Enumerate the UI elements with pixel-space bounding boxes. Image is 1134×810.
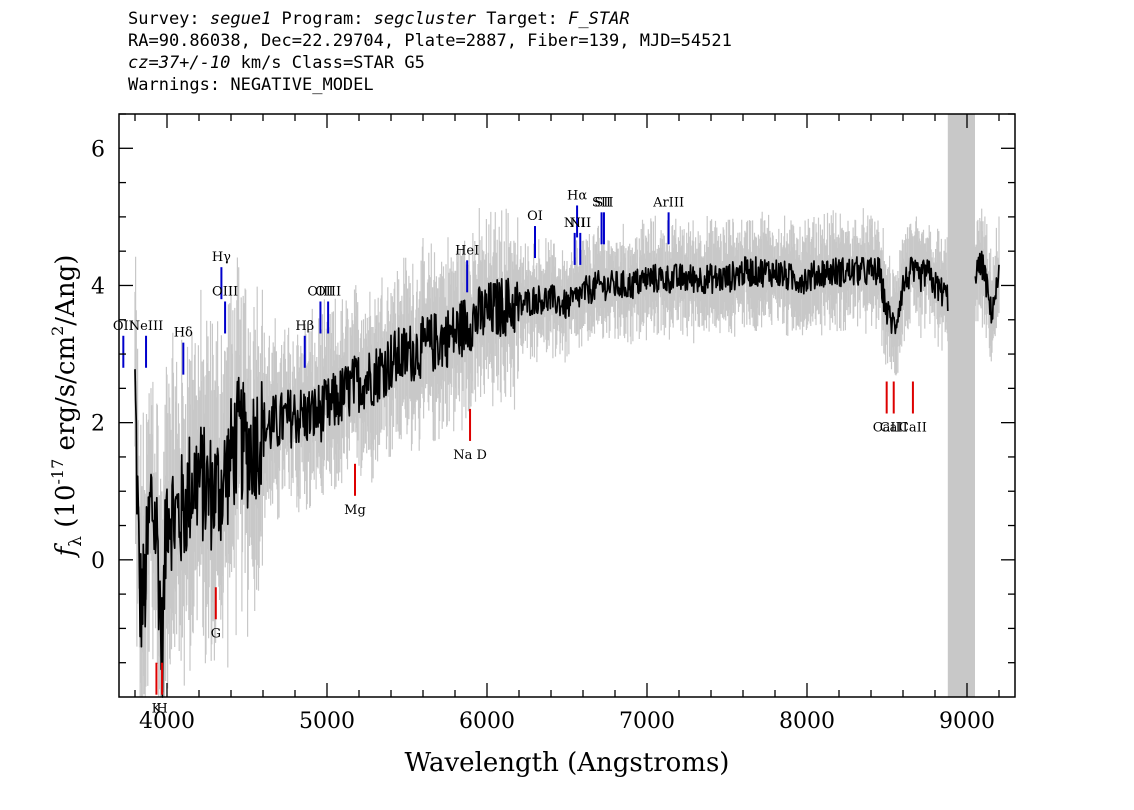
- absorption-line-label: G: [211, 626, 221, 641]
- flux-line: [134, 250, 1000, 698]
- plot-frame: [118, 113, 1016, 698]
- emission-line-label: ArIII: [652, 195, 684, 210]
- masked-region: [947, 114, 975, 697]
- header-line-redshift: cz=37+/-10 km/s Class=STAR G5: [128, 53, 425, 73]
- absorption-line-label: CaII: [873, 420, 901, 435]
- x-axis-label: Wavelength (Angstroms): [405, 748, 730, 778]
- error-band: [134, 208, 1000, 697]
- emission-line-label: OIII: [315, 284, 341, 299]
- x-tick-label: 8000: [779, 709, 835, 734]
- absorption-line-label: K: [152, 702, 162, 717]
- absorption-line-label: H: [156, 702, 167, 717]
- masked-band: [947, 114, 975, 697]
- survey-name: segue1: [209, 9, 272, 29]
- redshift-value: cz=37+/-10: [128, 53, 231, 73]
- x-tick-label: 9000: [939, 709, 995, 734]
- axis-ticks: 4000 5000 6000 7000 8000 9000 0 2 4 6: [91, 113, 1015, 734]
- header-line-coordinates: RA=90.86038, Dec=22.29704, Plate=2887, F…: [128, 31, 732, 51]
- absorption-line-label: CaII: [899, 420, 927, 435]
- header-line-warnings: Warnings: NEGATIVE_MODEL: [128, 75, 374, 95]
- emission-line-label: Hβ: [295, 319, 314, 334]
- emission-line-label: OIII: [307, 284, 333, 299]
- y-tick-label: 6: [91, 137, 105, 162]
- emission-line-label: OII: [113, 319, 134, 334]
- emission-line-label: Hα: [567, 188, 587, 203]
- y-tick-label: 0: [91, 549, 105, 574]
- absorption-line-label: CaII: [880, 420, 908, 435]
- emission-line-label: NeIII: [129, 319, 163, 334]
- header-line-survey: Survey: segue1 Program: segcluster Targe…: [128, 9, 630, 29]
- absorption-line-label: Na D: [453, 448, 487, 463]
- program-name: segcluster: [373, 9, 477, 29]
- y-axis-label: fλ (10-17 erg/s/cm2/Ang): [48, 255, 86, 559]
- emission-line-label: SII: [592, 195, 611, 210]
- emission-line-label: OIII: [212, 284, 238, 299]
- target-name: F_STAR: [568, 9, 630, 29]
- emission-line-label: SII: [594, 195, 613, 210]
- x-tick-label: 7000: [619, 709, 675, 734]
- y-tick-label: 4: [91, 274, 105, 299]
- absorption-line-label: Mg: [344, 503, 366, 518]
- emission-line-label: Hδ: [174, 326, 193, 341]
- flux-series: [134, 250, 1000, 698]
- x-tick-label: 6000: [459, 709, 515, 734]
- x-tick-label: 5000: [299, 709, 355, 734]
- error-band-path: [134, 208, 1000, 697]
- x-tick-label: 4000: [139, 709, 195, 734]
- emission-line-label: NII: [564, 216, 586, 231]
- emission-line-label: HeI: [455, 243, 479, 258]
- emission-line-label: OI: [527, 209, 543, 224]
- spectrum-header: Survey: segue1 Program: segcluster Targe…: [128, 8, 732, 96]
- emission-line-label: Hγ: [212, 250, 231, 265]
- y-tick-label: 2: [91, 412, 105, 437]
- emission-line-label: NII: [569, 216, 591, 231]
